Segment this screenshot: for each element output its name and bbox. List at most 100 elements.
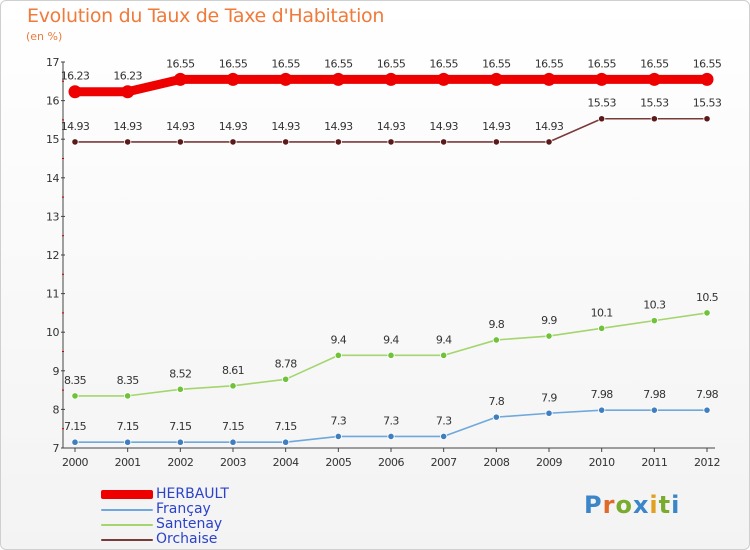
logo-letter: i: [671, 491, 681, 519]
data-point: [282, 438, 290, 446]
legend: HERBAULT Françay Santenay Orchaise: [101, 487, 229, 547]
data-label: 9.8: [488, 318, 504, 331]
data-point: [124, 392, 132, 400]
logo-letter: t: [658, 491, 672, 519]
data-point: [700, 72, 714, 86]
chart-unit-label: (en %): [26, 30, 63, 43]
x-tick-label: 2009: [536, 456, 562, 469]
data-label: 7.98: [696, 388, 719, 401]
data-point: [492, 138, 500, 146]
data-point: [229, 138, 237, 146]
data-label: 14.93: [535, 120, 564, 133]
data-label: 16.23: [61, 70, 90, 83]
data-point: [387, 138, 395, 146]
logo-letter: P: [584, 491, 603, 519]
data-point: [124, 438, 132, 446]
data-point: [124, 138, 132, 146]
data-point: [598, 115, 606, 123]
data-label: 15.53: [693, 97, 722, 110]
data-label: 16.23: [113, 70, 142, 83]
x-tick-label: 2005: [325, 456, 351, 469]
data-label: 9.4: [436, 333, 452, 346]
data-label: 10.3: [643, 299, 666, 312]
data-label: 14.93: [271, 120, 300, 133]
legend-item: HERBAULT: [101, 487, 229, 502]
data-point: [279, 72, 293, 86]
x-tick-label: 2003: [220, 456, 246, 469]
x-tick-label: 2001: [115, 456, 141, 469]
x-tick-label: 2007: [431, 456, 457, 469]
x-tick-label: 2010: [589, 456, 615, 469]
data-point: [492, 336, 500, 344]
data-point: [440, 432, 448, 441]
x-tick-label: 2011: [641, 456, 667, 469]
data-point: [595, 72, 609, 86]
data-label: 9.4: [383, 333, 399, 346]
y-tick-label: 16: [46, 95, 59, 108]
logo-letter: o: [615, 491, 633, 519]
data-label: 14.93: [61, 120, 90, 133]
data-label: 16.55: [271, 57, 300, 70]
data-label: 16.55: [429, 57, 458, 70]
legend-label: Françay: [156, 501, 211, 517]
data-label: 9.4: [330, 333, 346, 346]
data-point: [703, 309, 711, 317]
data-label: 9.9: [541, 314, 557, 327]
data-label: 16.55: [166, 57, 195, 70]
data-point: [384, 72, 398, 86]
data-label: 8.52: [169, 367, 191, 380]
legend-item: Santenay: [101, 517, 229, 532]
data-point: [387, 351, 395, 359]
chart-title: Evolution du Taux de Taxe d'Habitation: [27, 5, 385, 27]
data-label: 8.35: [117, 374, 140, 387]
y-tick-label: 15: [46, 133, 59, 146]
data-point: [437, 72, 451, 86]
x-tick-label: 2012: [694, 456, 720, 469]
data-point: [440, 351, 448, 359]
legend-swatch: [101, 490, 153, 499]
data-point: [387, 432, 395, 441]
data-point: [650, 317, 658, 325]
y-tick-label: 10: [46, 326, 59, 339]
data-label: 7.3: [436, 414, 452, 427]
data-point: [492, 413, 500, 421]
data-label: 7.15: [64, 420, 87, 433]
data-label: 16.55: [219, 57, 248, 70]
y-tick-label: 7: [53, 442, 60, 455]
logo-letter: x: [632, 491, 650, 519]
legend-label: Orchaise: [156, 531, 218, 547]
y-tick-label: 13: [46, 210, 59, 223]
data-label: 8.61: [222, 364, 244, 377]
data-label: 10.1: [591, 306, 613, 319]
data-point: [650, 406, 658, 414]
data-label: 7.9: [541, 391, 557, 404]
y-tick-label: 9: [53, 365, 60, 378]
data-label: 7.15: [222, 420, 245, 433]
legend-item: Orchaise: [101, 532, 229, 547]
data-label: 7.15: [169, 420, 192, 433]
data-point: [542, 72, 556, 86]
data-label: 7.3: [383, 414, 399, 427]
data-label: 15.53: [587, 97, 616, 110]
legend-swatch: [101, 538, 153, 541]
data-label: 8.35: [64, 374, 87, 387]
data-point: [229, 382, 237, 390]
y-tick-label: 12: [46, 249, 59, 262]
data-point: [489, 72, 503, 86]
legend-swatch: [101, 508, 153, 511]
data-label: 7.8: [488, 395, 504, 408]
y-tick-label: 14: [46, 172, 59, 185]
data-label: 16.55: [324, 57, 353, 70]
data-label: 15.53: [640, 97, 669, 110]
data-point: [334, 351, 342, 359]
data-label: 7.15: [117, 420, 140, 433]
data-label: 8.78: [275, 357, 298, 370]
data-point: [71, 438, 79, 446]
data-point: [71, 138, 79, 146]
data-label: 7.98: [643, 388, 666, 401]
data-point: [176, 385, 184, 393]
data-point: [226, 72, 240, 86]
data-label: 16.55: [535, 57, 564, 70]
data-point: [703, 406, 711, 414]
